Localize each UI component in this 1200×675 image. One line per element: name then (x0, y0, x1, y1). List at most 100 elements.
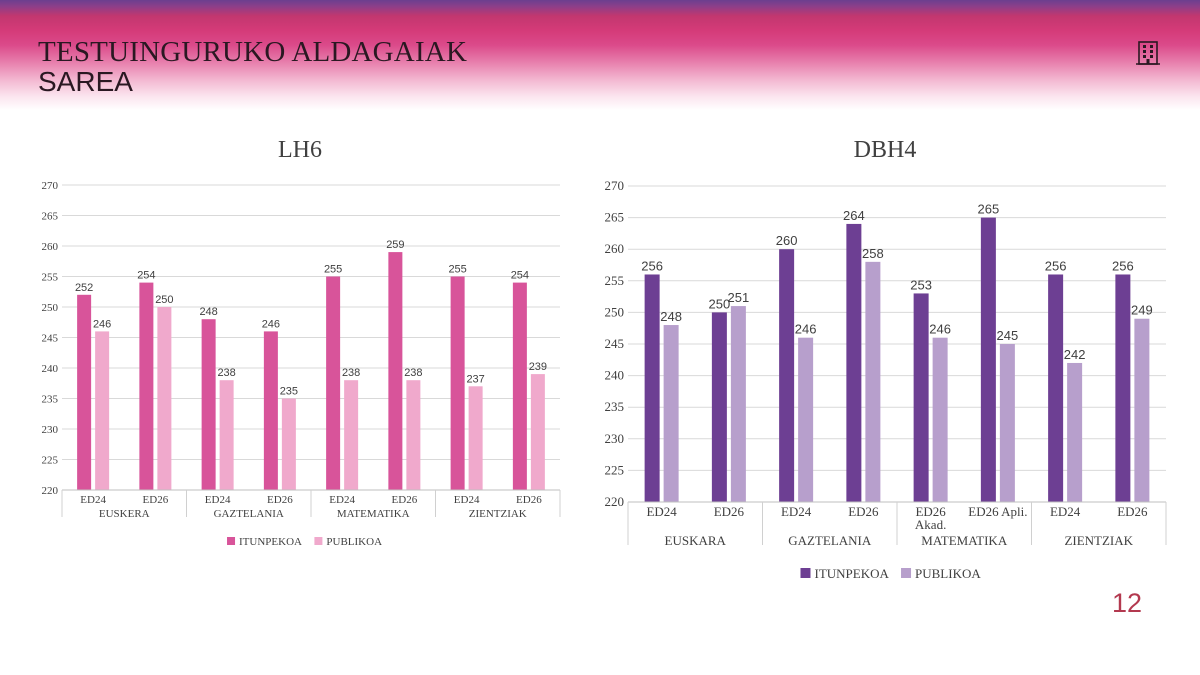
data-label: 256 (641, 258, 663, 273)
bar-itunpekoa (263, 331, 278, 490)
data-label: 254 (511, 270, 529, 282)
data-label: 246 (929, 322, 951, 337)
legend-swatch (227, 537, 236, 545)
data-label: 259 (386, 239, 404, 251)
y-tick-label: 265 (605, 210, 625, 225)
legend-label: ITUNPEKOA (239, 536, 302, 548)
bar-itunpekoa (201, 319, 216, 490)
bar-itunpekoa (512, 282, 527, 490)
data-label: 248 (199, 306, 217, 318)
bar-publikoa (344, 380, 359, 490)
building-icon (1136, 41, 1160, 65)
bar-itunpekoa (139, 282, 154, 490)
data-label: 242 (1064, 347, 1086, 362)
bar-itunpekoa (77, 294, 92, 490)
legend-swatch (314, 537, 323, 545)
y-tick-label: 245 (42, 333, 59, 345)
data-label: 254 (137, 270, 155, 282)
data-label: 245 (997, 328, 1019, 343)
category-label: ED26 (267, 494, 293, 506)
category-label: ED24 (205, 494, 231, 506)
bar-itunpekoa (980, 217, 996, 502)
y-tick-label: 250 (605, 304, 625, 319)
group-label: ZIENTZIAK (1064, 533, 1133, 548)
group-label: MATEMATIKA (921, 533, 1008, 548)
data-label: 248 (660, 309, 682, 324)
bar-publikoa (730, 306, 746, 502)
bar-publikoa (530, 374, 545, 490)
bar-itunpekoa (846, 223, 862, 503)
bar-publikoa (999, 344, 1015, 502)
y-tick-label: 250 (42, 302, 59, 314)
data-label: 250 (155, 294, 173, 306)
legend-label: PUBLIKOA (915, 566, 981, 581)
y-tick-label: 270 (605, 178, 625, 193)
data-label: 238 (404, 367, 422, 379)
bar-publikoa (95, 331, 110, 490)
category-label: ED26 (1117, 504, 1148, 519)
bar-publikoa (406, 380, 421, 490)
category-label: ED26 (516, 494, 542, 506)
data-label: 265 (978, 202, 1000, 217)
y-tick-label: 265 (42, 211, 59, 223)
category-label: ED24 (646, 504, 677, 519)
bar-itunpekoa (779, 249, 795, 502)
bar-publikoa (798, 337, 814, 502)
data-label: 246 (795, 322, 817, 337)
bar-itunpekoa (450, 276, 465, 490)
category-label: ED26 (915, 504, 946, 519)
data-label: 255 (448, 264, 466, 276)
data-label: 258 (862, 246, 884, 261)
data-label: 260 (776, 233, 798, 248)
legend-label: ITUNPEKOA (814, 566, 889, 581)
y-tick-label: 240 (605, 368, 625, 383)
category-label: ED26 (714, 504, 745, 519)
data-label: 256 (1045, 258, 1067, 273)
data-label: 238 (342, 367, 360, 379)
group-label: ZIENTZIAK (469, 508, 527, 520)
data-label: 237 (466, 373, 484, 385)
y-tick-label: 230 (605, 431, 625, 446)
bar-publikoa (1134, 318, 1150, 502)
bar-itunpekoa (711, 312, 727, 502)
data-label: 246 (262, 318, 280, 330)
bar-itunpekoa (1115, 274, 1131, 502)
category-label: ED24 (329, 494, 355, 506)
y-tick-label: 220 (42, 485, 59, 497)
category-label: ED24 (1050, 504, 1081, 519)
y-tick-label: 235 (605, 399, 625, 414)
y-tick-label: 255 (605, 273, 625, 288)
page-number: 12 (1112, 588, 1143, 618)
y-tick-label: 225 (42, 455, 59, 467)
page-title: TESTUINGURUKO ALDAGAIAK (38, 36, 468, 68)
legend-swatch (800, 568, 811, 578)
group-label: EUSKARA (665, 533, 727, 548)
category-label: Akad. (915, 517, 946, 532)
data-label: 253 (910, 277, 932, 292)
data-label: 255 (324, 264, 342, 276)
group-label: GAZTELANIA (214, 508, 284, 520)
category-label: ED26 (392, 494, 418, 506)
y-tick-label: 245 (605, 336, 625, 351)
legend-label: PUBLIKOA (326, 536, 382, 548)
bar-publikoa (468, 386, 483, 490)
y-tick-label: 220 (605, 494, 625, 509)
category-label: ED24 (80, 494, 106, 506)
data-label: 264 (843, 208, 865, 223)
data-label: 239 (529, 361, 547, 373)
header-banner (0, 0, 1200, 110)
page-subtitle: SAREA (38, 66, 133, 97)
chart-lh6: LH6 220 225 230 235 240 245 250 255 260 265 270 252 2… (42, 137, 561, 548)
data-label: 246 (93, 318, 111, 330)
bar-itunpekoa (644, 274, 660, 502)
bar-itunpekoa (913, 293, 929, 502)
data-label: 252 (75, 282, 93, 294)
category-label: ED26 (848, 504, 879, 519)
chart-title: DBH4 (854, 137, 917, 163)
bar-publikoa (663, 325, 679, 502)
bar-itunpekoa (1048, 274, 1064, 502)
bar-publikoa (865, 261, 881, 502)
data-label: 235 (280, 386, 298, 398)
category-label: ED24 (781, 504, 812, 519)
data-label: 251 (728, 290, 750, 305)
